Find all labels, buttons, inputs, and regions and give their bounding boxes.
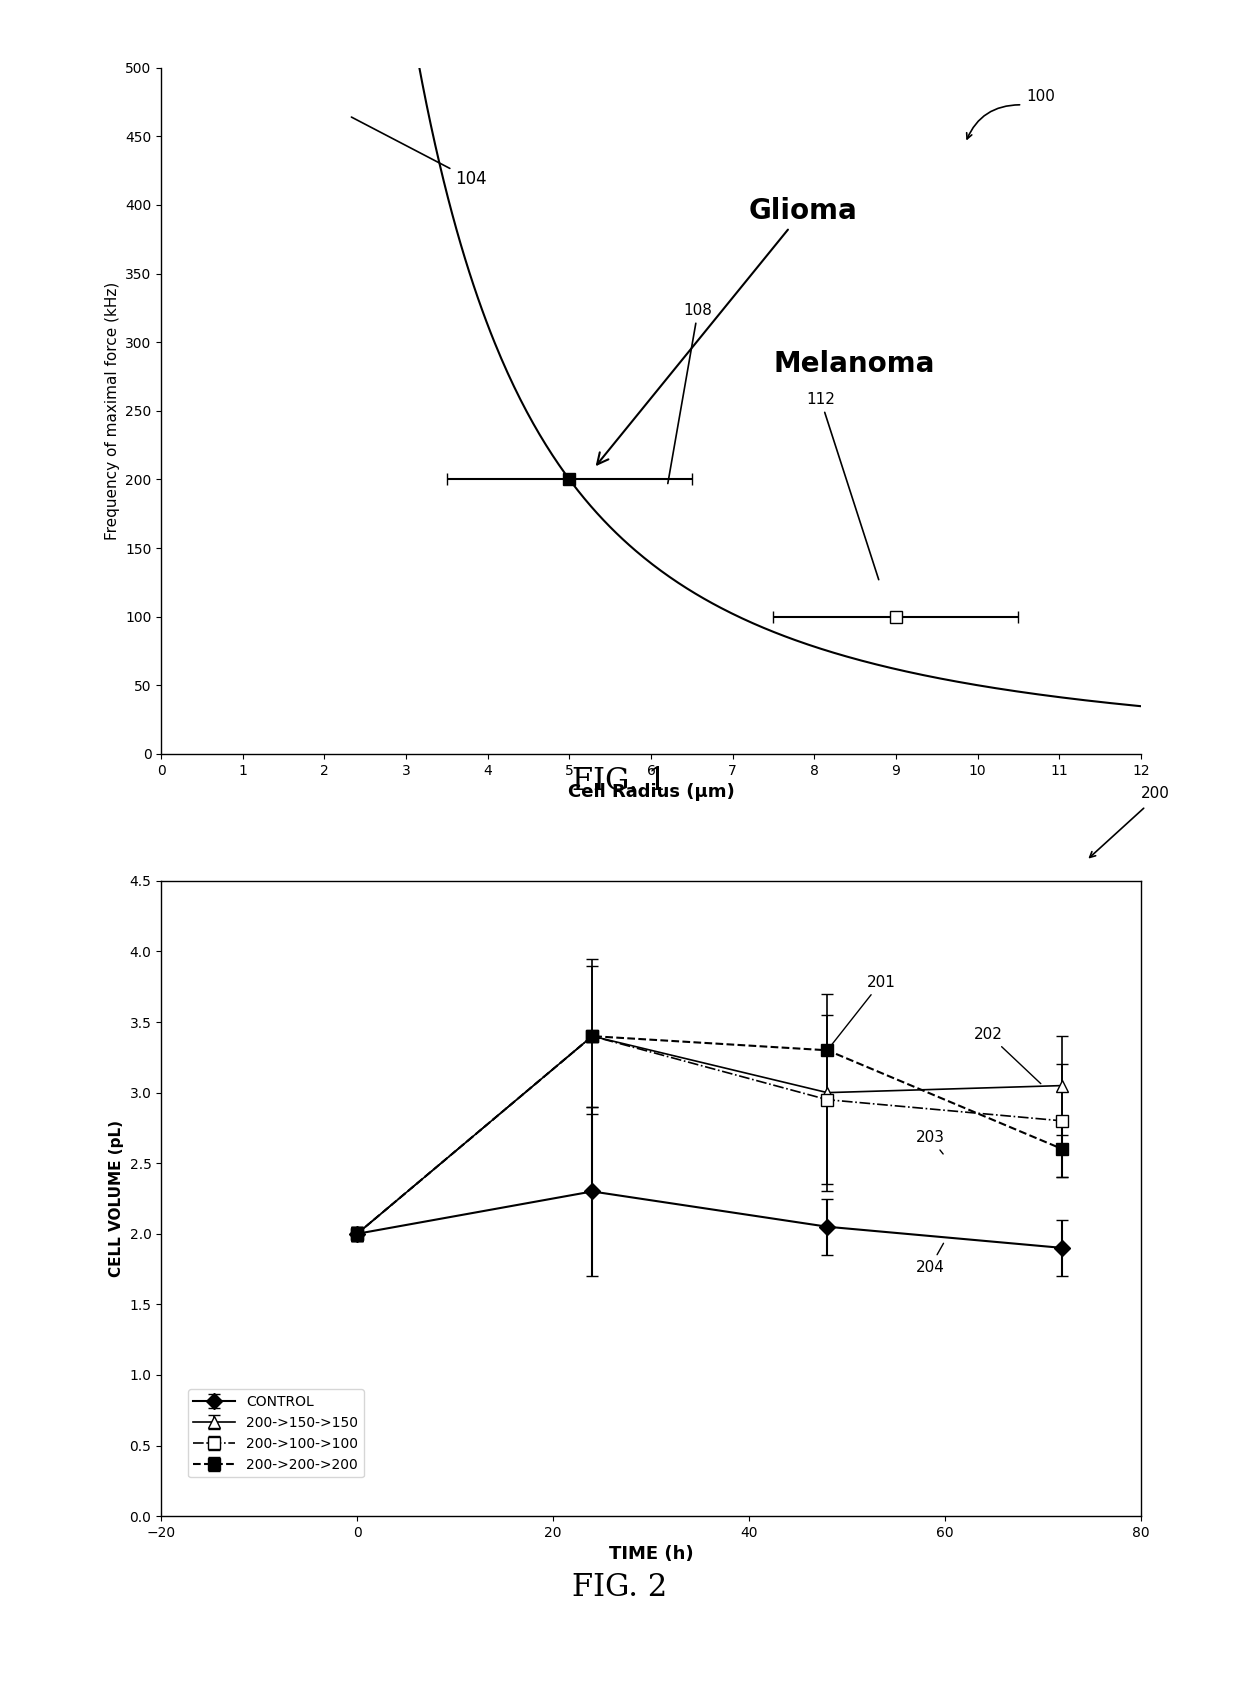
Text: Glioma: Glioma xyxy=(598,197,858,464)
Text: 108: 108 xyxy=(668,303,713,483)
X-axis label: Cell Radius (μm): Cell Radius (μm) xyxy=(568,783,734,801)
Text: 201: 201 xyxy=(830,974,895,1049)
Text: 100: 100 xyxy=(1027,88,1055,103)
Text: 104: 104 xyxy=(351,117,487,188)
Text: 200: 200 xyxy=(1141,786,1169,801)
X-axis label: TIME (h): TIME (h) xyxy=(609,1545,693,1564)
Y-axis label: CELL VOLUME (pL): CELL VOLUME (pL) xyxy=(109,1120,124,1277)
Text: FIG. 1: FIG. 1 xyxy=(573,766,667,796)
Text: FIG. 2: FIG. 2 xyxy=(573,1572,667,1603)
Y-axis label: Frequency of maximal force (kHz): Frequency of maximal force (kHz) xyxy=(104,281,119,540)
Text: 202: 202 xyxy=(975,1027,1040,1084)
Text: 204: 204 xyxy=(915,1243,945,1276)
Text: 203: 203 xyxy=(915,1130,945,1154)
Text: Melanoma: Melanoma xyxy=(774,351,935,378)
Legend: CONTROL, 200->150->150, 200->100->100, 200->200->200: CONTROL, 200->150->150, 200->100->100, 2… xyxy=(187,1389,363,1477)
Text: 112: 112 xyxy=(806,391,879,579)
